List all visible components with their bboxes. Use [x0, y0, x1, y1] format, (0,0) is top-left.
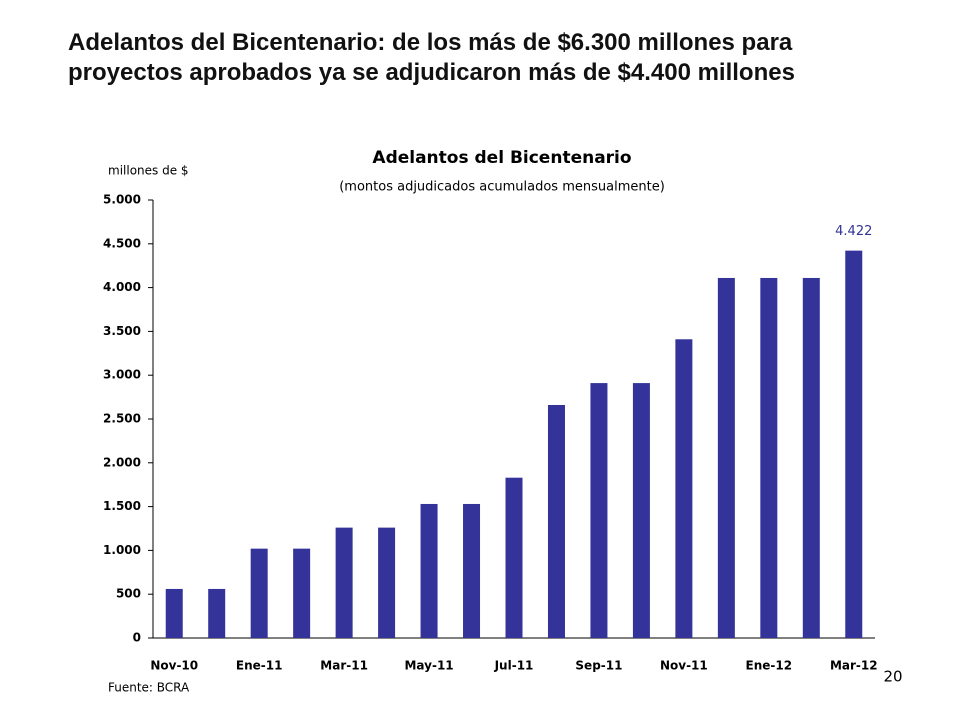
y-tick-label: 2.500 — [103, 412, 141, 426]
bar — [250, 548, 268, 638]
bar — [590, 383, 608, 638]
bar — [420, 503, 438, 638]
bar — [165, 588, 183, 638]
x-tick-label: Nov-10 — [150, 659, 198, 673]
source-note: Fuente: BCRA — [108, 681, 190, 695]
y-tick-label: 500 — [116, 587, 141, 601]
x-tick-label: Ene-12 — [746, 659, 793, 673]
y-tick-label: 4.500 — [103, 236, 141, 250]
y-tick-label: 3.000 — [103, 368, 141, 382]
x-tick-label: Sep-11 — [575, 659, 622, 673]
bar — [208, 588, 226, 638]
y-tick-label: 5.000 — [103, 193, 141, 207]
bar — [505, 477, 523, 638]
x-tick-label: Jul-11 — [494, 659, 534, 673]
x-tick-label: Mar-12 — [830, 659, 878, 673]
bar — [632, 383, 650, 638]
chart-title: Adelantos del Bicentenario — [372, 148, 631, 168]
bar — [378, 527, 396, 638]
bar — [293, 548, 311, 638]
bar — [760, 277, 778, 638]
bar — [802, 277, 820, 638]
y-tick-label: 0 — [133, 631, 141, 645]
y-tick-label: 1.500 — [103, 499, 141, 513]
x-tick-label: Nov-11 — [660, 659, 708, 673]
bar — [335, 527, 353, 638]
y-axis-label: millones de $ — [108, 164, 189, 178]
page-number: 20 — [883, 668, 902, 686]
x-tick-label: Ene-11 — [236, 659, 283, 673]
value-label: 4.422 — [835, 224, 872, 239]
bar — [463, 503, 481, 638]
bar — [547, 404, 565, 638]
slide-heading: Adelantos del Bicentenario: de los más d… — [68, 29, 795, 86]
bar — [717, 277, 735, 638]
x-tick-label: Mar-11 — [320, 659, 368, 673]
x-tick-label: May-11 — [404, 659, 453, 673]
bar — [675, 339, 693, 638]
y-tick-label: 3.500 — [103, 324, 141, 338]
chart-subtitle: (montos adjudicados acumulados mensualme… — [339, 180, 665, 195]
y-tick-label: 1.000 — [103, 543, 141, 557]
y-tick-label: 2.000 — [103, 455, 141, 469]
bar — [845, 250, 863, 638]
y-tick-label: 4.000 — [103, 280, 141, 294]
